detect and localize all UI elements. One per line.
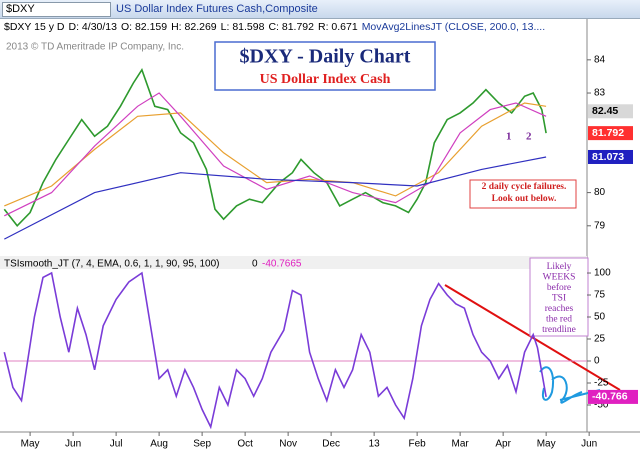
quote-field: O: 82.159 [120,21,168,33]
annotation: reaches [545,304,574,314]
panel-header: TSIsmooth_JT (7, 4, EMA, 0.6, 1, 1, 90, … [4,259,219,270]
price-tag [588,126,633,141]
y-tick-label: 50 [594,312,606,323]
annotation: trendline [542,325,576,335]
annotation: 2 [526,131,532,143]
title: $DXY - Daily Chart [240,46,411,68]
y-tick-label: -50 [594,400,609,411]
price-tag [588,149,633,164]
watermark: 2013 © TD Ameritrade IP Company, Inc. [6,42,184,53]
y-tick-label: 25 [594,334,606,345]
quote-field: $DXY 15 y D [4,21,65,33]
x-tick-label: Jun [65,439,81,450]
x-tick-label: Mar [452,439,470,450]
x-tick-label: Dec [322,439,340,450]
x-tick-label: Feb [409,439,427,450]
title-box [214,41,436,91]
price-tag-label: 81.792 [592,127,624,139]
annotation: TSI [552,294,566,304]
subtitle: US Dollar Index Cash [260,72,391,87]
quote-header: $DXY 15 y D D: 4/30/13 O: 82.159 H: 82.269 L… [4,21,549,33]
x-tick-label: Aug [150,439,168,450]
x-tick-label: Jul [110,439,123,450]
series-line [3,271,547,430]
y-tick-label: 84 [594,54,606,65]
x-tick-label: May [537,439,556,450]
value-tag-label: -40.766 [592,391,628,403]
annotation-box [469,179,577,209]
value-tag [588,389,638,404]
panel-divider [0,256,587,269]
annotation: Likely [547,262,572,272]
y-tick-label: 0 [594,356,600,367]
annotation: 2 daily cycle failures. Look out below. [481,182,567,204]
x-tick-label: Oct [237,439,253,450]
price-tag [588,104,633,119]
x-tick-label: May [21,439,40,450]
panel-header: 0 [252,259,258,270]
quote-field: R: 0.671 [317,21,358,33]
y-tick-label: 100 [594,268,611,279]
x-tick-label: 13 [369,439,381,450]
quote-field: H: 82.269 [171,21,217,33]
x-tick-label: Jun [581,439,597,450]
annotation: WEEKS [543,273,576,283]
y-tick-label: 75 [594,290,606,301]
price-tag-label: 81.073 [592,151,624,163]
series-line [3,67,547,228]
symbol-input[interactable]: $DXY [2,2,111,17]
series-line [4,92,547,217]
annotation: before [547,282,571,293]
y-tick-label: 80 [594,187,606,198]
x-tick-label: Nov [279,439,297,450]
y-tick-label: 79 [594,220,606,231]
toolbar: $DXY US Dollar Index Futures Cash,Compos… [0,0,640,19]
y-tick-label: 83 [594,88,606,99]
series-line [4,102,547,207]
annotation: the red [546,315,572,325]
y-tick-label: -25 [594,378,609,389]
series-line [4,156,547,240]
quote-field: L: 81.598 [220,21,265,33]
panel-header: -40.7665 [262,259,302,270]
x-tick-label: Sep [193,439,211,450]
quote-field: D: 4/30/13 [68,21,117,33]
annotation: 1 [506,131,512,143]
annotation-box [529,257,589,337]
quote-field: C: 81.792 [268,21,314,33]
price-tag-label: 82.45 [592,105,618,117]
quote-field: MovAvg2LinesJT (CLOSE, 200.0, 13.... [361,21,546,33]
x-tick-label: Apr [495,439,511,450]
annotation-holder: 2 daily cycle failures. Look out below. [481,182,567,204]
symbol-description: US Dollar Index Futures Cash,Composite [116,3,318,15]
